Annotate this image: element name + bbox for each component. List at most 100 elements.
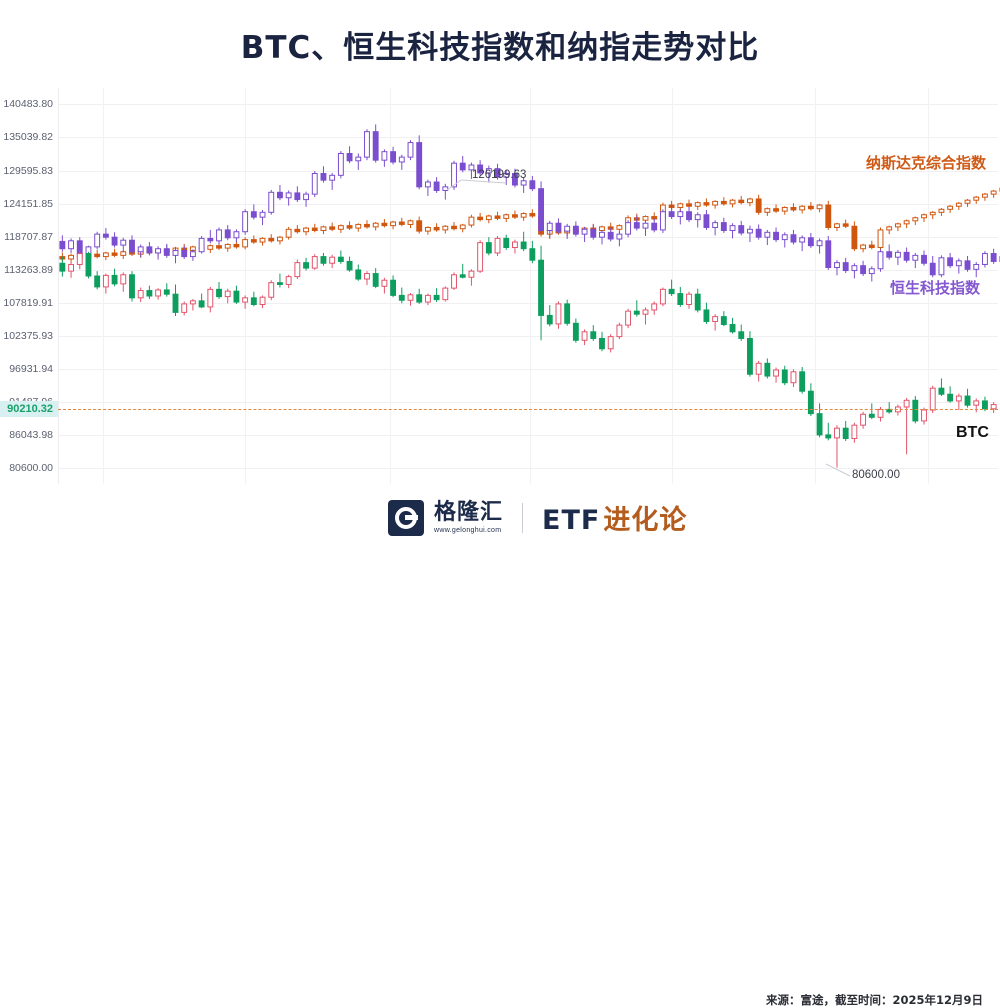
candle-body-up: [225, 244, 230, 248]
candle-body-up: [852, 266, 857, 271]
candle-body-up: [626, 223, 631, 235]
candle-body-up: [913, 255, 918, 260]
candle-body-down: [634, 223, 639, 228]
candle-body-down: [600, 338, 605, 348]
candle-body-up: [138, 247, 143, 252]
candle-body-down: [843, 428, 848, 438]
candle-body-down: [826, 241, 831, 268]
candle-body-down: [382, 223, 387, 225]
candle-body-up: [234, 232, 239, 238]
candle-body-down: [861, 266, 866, 274]
candle-body-down: [173, 294, 178, 312]
candle-body-down: [60, 263, 65, 271]
candle-body-down: [513, 215, 518, 217]
candle-body-down: [739, 332, 744, 339]
candle-body-up: [373, 223, 378, 227]
candle-body-up: [930, 388, 935, 410]
candle-body-up: [286, 193, 291, 198]
candle-body-down: [704, 203, 709, 205]
candle-body-down: [739, 226, 744, 233]
candle-body-up: [469, 271, 474, 277]
y-axis-tick-label: 124151.85: [3, 198, 53, 210]
candle-body-up: [782, 207, 787, 211]
gelonghui-logo-icon: [388, 500, 424, 536]
candle-body-down: [434, 295, 439, 299]
candle-body-down: [669, 289, 674, 293]
candle-body-up: [513, 242, 518, 247]
candle-body-down: [269, 238, 274, 240]
candle-body-up: [730, 226, 735, 231]
candle-body-up: [600, 232, 605, 237]
candle-body-up: [69, 264, 74, 271]
candle-body-down: [704, 310, 709, 322]
candle-body-down: [800, 372, 805, 391]
candle-body-down: [547, 315, 552, 323]
candle-body-down: [452, 226, 457, 228]
candle-body-up: [695, 203, 700, 207]
page-title: BTC、恒生科技指数和纳指走势对比: [0, 22, 1000, 67]
candle-body-down: [321, 174, 326, 181]
candle-body-down: [808, 238, 813, 246]
candle-body-up: [782, 235, 787, 240]
chart-plot-area: [58, 88, 998, 484]
candle-body-down: [365, 224, 370, 226]
candle-body-up: [617, 226, 622, 230]
candle-body-down: [965, 261, 970, 269]
candle-body-down: [913, 400, 918, 421]
candle-body-down: [112, 253, 117, 255]
candle-body-down: [356, 270, 361, 279]
candle-body-down: [234, 244, 239, 246]
candle-body-down: [347, 261, 352, 269]
series-label-nasdaq: 纳斯达克综合指数: [866, 152, 986, 173]
candle-body-up: [121, 240, 126, 245]
candle-body-up: [835, 263, 840, 268]
candle-body-down: [948, 394, 953, 401]
candle-body-up: [260, 297, 265, 304]
candle-body-down: [504, 238, 509, 247]
candle-body-up: [365, 132, 370, 157]
candle-body-up: [713, 201, 718, 205]
candle-body-down: [669, 212, 674, 217]
candle-body-up: [974, 401, 979, 405]
series-label-hstech: 恒生科技指数: [890, 277, 980, 298]
candle-body-up: [774, 370, 779, 376]
candle-body-down: [634, 311, 639, 314]
price-tag-current: 90210.32: [0, 401, 58, 417]
candle-body-down: [103, 234, 108, 237]
candle-body-up: [756, 363, 761, 374]
candle-body-down: [869, 414, 874, 417]
candle-body-down: [347, 226, 352, 228]
gelonghui-name: 格隆汇: [434, 502, 503, 524]
y-axis-tick-label: 118707.87: [4, 231, 53, 243]
candle-body-up: [486, 216, 491, 220]
candle-body-up: [983, 254, 988, 265]
candle-body-up: [748, 199, 753, 203]
candle-body-down: [147, 291, 152, 296]
candle-body-up: [425, 182, 430, 187]
candle-body-down: [399, 295, 404, 300]
candle-body-up: [173, 251, 178, 256]
candle-body-down: [965, 396, 970, 405]
candle-body-down: [530, 214, 535, 216]
candle-body-up: [452, 275, 457, 288]
candle-body-up: [391, 222, 396, 226]
candle-body-down: [304, 263, 309, 268]
candle-body-down: [399, 222, 404, 224]
etf-label-zh: 进化论: [603, 498, 687, 537]
candle-body-up: [817, 241, 822, 246]
candle-body-up: [521, 214, 526, 218]
candle-body-up: [338, 226, 343, 230]
candle-body-up: [861, 245, 866, 249]
candle-body-up: [190, 252, 195, 257]
candle-body-up: [922, 410, 927, 421]
candle-body-up: [121, 275, 126, 284]
candle-body-down: [460, 275, 465, 277]
candle-body-up: [852, 425, 857, 438]
y-axis-tick-label: 86043.98: [9, 429, 53, 441]
candle-body-down: [530, 249, 535, 261]
candle-body-up: [95, 234, 100, 247]
candle-body-up: [895, 224, 900, 227]
candle-body-down: [843, 263, 848, 271]
candle-body-down: [130, 275, 135, 298]
candle-body-down: [843, 224, 848, 226]
